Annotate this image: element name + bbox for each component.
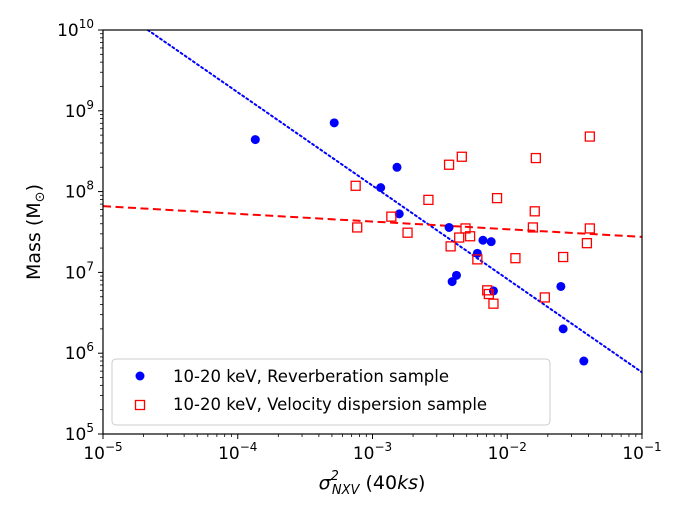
x-axis-title-italic: ks [397, 472, 418, 494]
y-tick-exponent: 10 [79, 17, 94, 31]
y-tick-label: 105 [65, 421, 94, 445]
reverberation-point [444, 222, 454, 232]
velocity-dispersion-point [454, 232, 465, 243]
x-axis-title-close: ) [418, 472, 425, 494]
y-tick-exponent: 5 [86, 421, 94, 435]
velocity-dispersion-point [558, 251, 569, 263]
x-tick-base: 10 [218, 444, 240, 464]
y-tick-label: 109 [65, 98, 94, 122]
y-axis-title-main: Mass (M [23, 202, 45, 280]
velocity-dispersion-point [445, 241, 456, 252]
velocity-dispersion-fit-line [103, 205, 642, 238]
velocity-dispersion-point [423, 194, 434, 206]
legend-box [111, 358, 551, 426]
y-tick-label: 1010 [57, 17, 94, 41]
x-tick-exponent: −3 [374, 440, 392, 454]
y-tick-exponent: 6 [86, 340, 94, 354]
legend-label-velocity-dispersion: 10-20 keV, Velocity dispersion sample [173, 395, 487, 414]
reverberation-point [556, 281, 566, 291]
velocity-dispersion-point [443, 159, 455, 170]
x-tick-exponent: −2 [509, 440, 527, 454]
velocity-dispersion-point [539, 292, 550, 303]
velocity-dispersion-point [350, 180, 361, 191]
x-tick-exponent: −1 [644, 440, 662, 454]
y-tick-base: 10 [65, 263, 87, 283]
y-tick-exponent: 8 [86, 179, 94, 193]
reverberation-point [376, 183, 386, 193]
velocity-dispersion-point [386, 211, 397, 222]
x-tick-base: 10 [488, 444, 510, 464]
legend-label-reverberation: 10-20 keV, Reverberation sample [173, 367, 449, 386]
reverberation-point [392, 162, 402, 172]
velocity-dispersion-point [530, 152, 541, 164]
y-tick-label: 108 [65, 179, 94, 203]
legend-marker-velocity-dispersion [134, 399, 146, 411]
y-tick-base: 10 [65, 425, 87, 445]
y-axis-title: Mass (M⊙) [23, 184, 48, 280]
legend: 10-20 keV, Reverberation sample 10-20 ke… [111, 358, 551, 426]
velocity-dispersion-point [581, 238, 593, 249]
x-tick-exponent: −5 [105, 440, 123, 454]
x-tick-label: 10−4 [218, 440, 257, 464]
velocity-dispersion-point [488, 298, 499, 309]
y-tick-exponent: 9 [86, 98, 94, 112]
y-axis-title-sub: ⊙ [33, 191, 48, 202]
y-tick-exponent: 7 [86, 259, 94, 273]
reverberation-point [579, 356, 589, 366]
x-tick-base: 10 [353, 444, 375, 464]
x-axis-title-rest: (40 [359, 472, 397, 494]
reverberation-fit-line [146, 30, 642, 374]
y-tick-label: 107 [65, 259, 94, 283]
reverberation-point [472, 248, 482, 258]
velocity-dispersion-point [584, 131, 595, 142]
reverberation-point [558, 324, 568, 334]
velocity-dispersion-point [456, 151, 467, 162]
x-tick-base: 10 [83, 444, 105, 464]
velocity-dispersion-point [510, 253, 521, 264]
velocity-dispersion-point [352, 222, 363, 233]
reverberation-point [447, 277, 457, 287]
x-axis-title: σ2 NXV (40ks) [319, 469, 426, 498]
velocity-dispersion-point [402, 227, 413, 238]
velocity-dispersion-point [529, 206, 540, 217]
velocity-dispersion-point [584, 223, 595, 234]
y-tick-base: 10 [57, 21, 79, 41]
x-axis-title-sub: NXV [332, 483, 361, 498]
legend-marker-reverberation [135, 371, 145, 381]
reverberation-point [250, 135, 260, 145]
reverberation-point [394, 209, 404, 219]
reverberation-point [478, 235, 488, 245]
y-tick-base: 10 [65, 102, 87, 122]
x-tick-label: 10−5 [83, 440, 122, 464]
velocity-dispersion-point [491, 192, 503, 204]
x-tick-label: 10−2 [488, 440, 527, 464]
x-tick-label: 10−3 [353, 440, 392, 464]
y-tick-base: 10 [65, 183, 87, 203]
reverberation-point [329, 118, 339, 128]
velocity-dispersion-point [464, 231, 476, 242]
y-tick-base: 10 [65, 344, 87, 364]
velocity-dispersion-point [527, 222, 539, 233]
x-tick-label: 10−1 [622, 440, 661, 464]
x-tick-exponent: −4 [240, 440, 258, 454]
reverberation-point [451, 270, 461, 280]
x-axis-title-sup: 2 [331, 469, 339, 484]
velocity-dispersion-point [472, 254, 483, 265]
x-axis-title-main: σ [319, 472, 332, 494]
reverberation-point [486, 237, 496, 247]
y-axis-title-close: ) [23, 184, 45, 191]
x-tick-base: 10 [622, 444, 644, 464]
velocity-dispersion-point [482, 285, 493, 296]
velocity-dispersion-point [483, 288, 494, 300]
y-tick-label: 106 [65, 340, 94, 364]
